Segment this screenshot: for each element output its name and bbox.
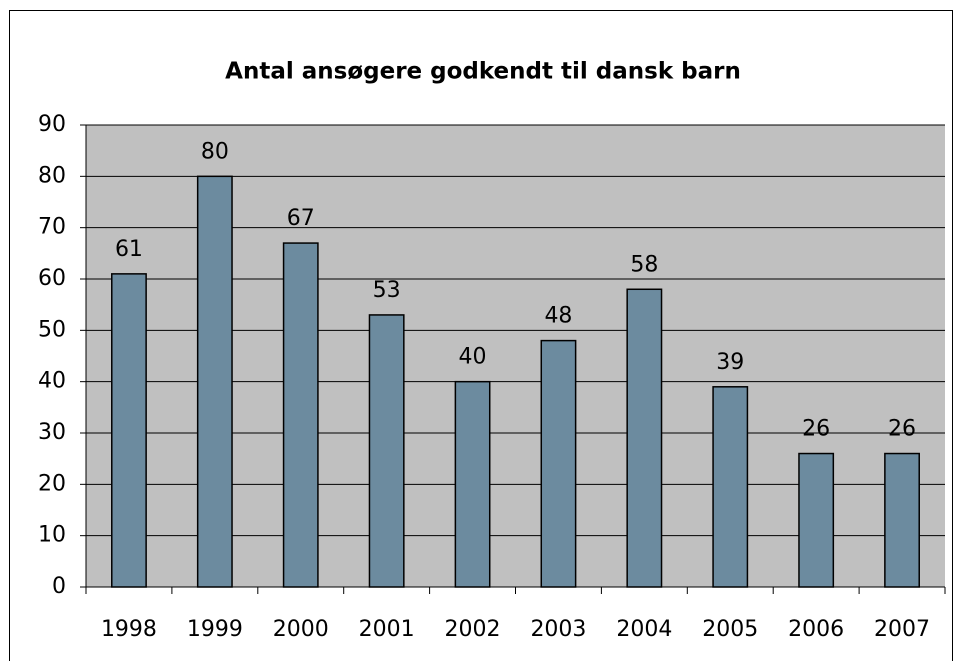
bar (454, 380, 491, 588)
y-tick-label: 50 (38, 317, 66, 342)
data-label: 40 (459, 345, 487, 370)
data-label: 67 (287, 206, 315, 231)
y-tick-label: 60 (38, 266, 66, 291)
x-tick-label: 2000 (273, 617, 329, 642)
bar (884, 452, 920, 588)
x-tick-label: 1999 (187, 617, 243, 642)
x-tick-label: 2001 (359, 617, 415, 642)
data-label: 61 (115, 237, 143, 262)
y-tick-label: 40 (38, 369, 66, 394)
data-label: 26 (888, 417, 916, 442)
x-tick-label: 2007 (874, 617, 930, 642)
chart-title: Antal ansøgere godkendt til dansk barn (225, 59, 741, 85)
bar (626, 288, 663, 588)
x-tick-label: 2006 (788, 617, 844, 642)
y-tick-label: 80 (38, 163, 66, 188)
y-tick-label: 90 (38, 112, 66, 137)
data-label: 58 (630, 252, 658, 277)
data-label: 39 (716, 350, 744, 375)
bar (540, 339, 577, 588)
y-tick-label: 20 (38, 471, 66, 496)
data-label: 26 (802, 417, 830, 442)
bar (196, 175, 233, 588)
y-tick-label: 70 (38, 215, 66, 240)
y-tick-label: 0 (52, 574, 66, 599)
x-tick-label: 2003 (530, 617, 586, 642)
x-tick-label: 2004 (616, 617, 672, 642)
x-tick-label: 2002 (445, 617, 501, 642)
bar (111, 273, 147, 588)
bar (712, 386, 749, 588)
y-tick-label: 30 (38, 420, 66, 445)
data-label: 80 (201, 139, 229, 164)
data-label: 53 (373, 278, 401, 303)
y-tick-label: 10 (38, 523, 66, 548)
bar (282, 242, 319, 588)
x-tick-label: 2005 (702, 617, 758, 642)
x-tick-label: 1998 (101, 617, 157, 642)
bar (368, 314, 405, 588)
bar (798, 452, 835, 588)
data-label: 48 (544, 304, 572, 329)
